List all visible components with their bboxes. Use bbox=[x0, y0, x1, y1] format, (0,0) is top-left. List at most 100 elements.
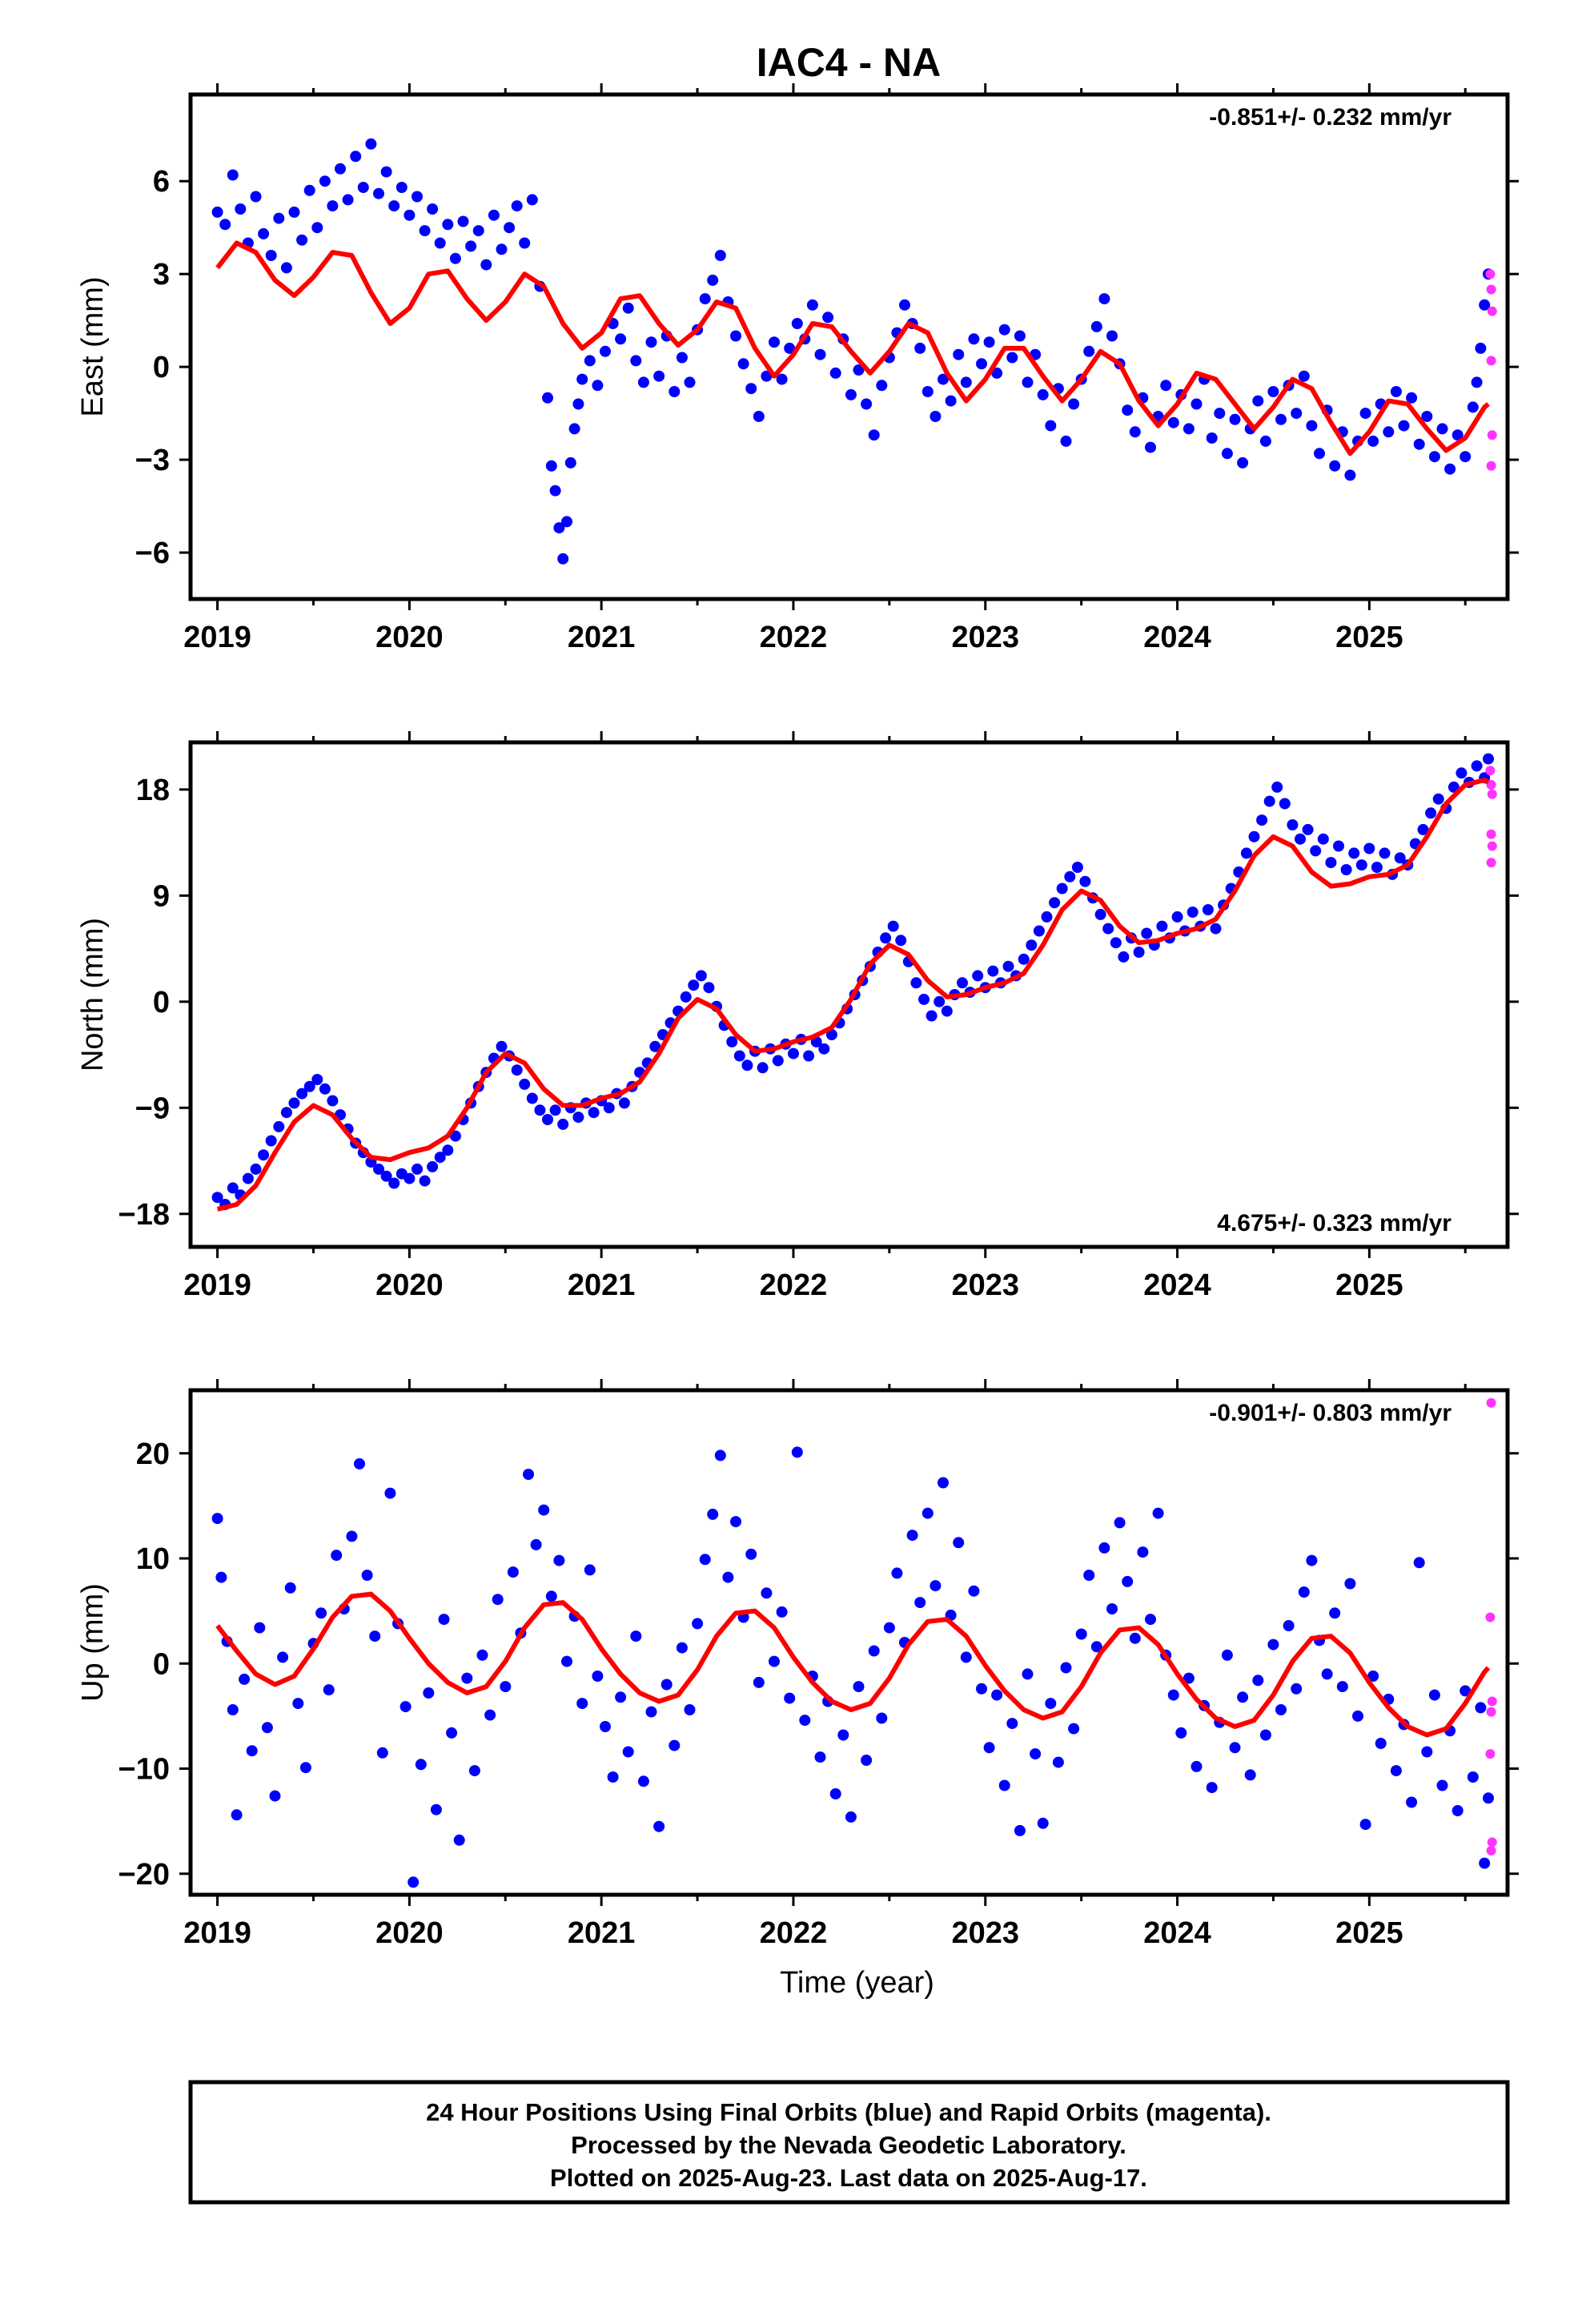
north-final-point bbox=[1417, 823, 1429, 835]
up-final-point bbox=[1052, 1756, 1064, 1768]
up-rapid-point bbox=[1485, 1612, 1496, 1622]
north-final-point bbox=[825, 1029, 837, 1040]
up-x-tick-label: 2021 bbox=[568, 1916, 636, 1950]
up-rapid-point bbox=[1485, 1749, 1496, 1759]
north-x-tick-label: 2020 bbox=[375, 1269, 444, 1302]
north-final-point bbox=[258, 1149, 270, 1161]
east-rate-label: -0.851+/- 0.232 mm/yr bbox=[1209, 104, 1452, 131]
north-final-point bbox=[1432, 793, 1444, 805]
north-final-point bbox=[288, 1097, 300, 1109]
north-final-point bbox=[1271, 781, 1283, 793]
east-final-point bbox=[960, 376, 972, 388]
up-final-point bbox=[983, 1742, 995, 1754]
east-x-tick-label: 2022 bbox=[760, 621, 828, 654]
north-final-point bbox=[211, 1192, 223, 1204]
up-final-point bbox=[722, 1571, 734, 1583]
east-final-point bbox=[1106, 330, 1118, 342]
north-final-point bbox=[1002, 960, 1014, 972]
up-final-point bbox=[215, 1571, 227, 1583]
up-rapid-point bbox=[1486, 1845, 1496, 1856]
up-final-point bbox=[692, 1618, 704, 1630]
up-final-point bbox=[1175, 1727, 1187, 1739]
up-final-point bbox=[1145, 1614, 1156, 1626]
north-final-point bbox=[1456, 767, 1468, 779]
north-model-fit-line bbox=[216, 778, 1490, 1212]
east-final-point bbox=[784, 342, 796, 354]
east-final-point bbox=[622, 302, 634, 314]
east-rapid-point bbox=[1485, 269, 1496, 279]
east-final-point bbox=[592, 380, 604, 392]
up-final-point bbox=[423, 1687, 435, 1699]
north-x-tick-label: 2025 bbox=[1335, 1269, 1403, 1302]
up-final-point bbox=[814, 1751, 826, 1763]
east-final-point bbox=[427, 203, 439, 215]
east-final-point bbox=[769, 336, 780, 348]
north-final-point bbox=[319, 1083, 331, 1095]
east-final-point bbox=[365, 138, 377, 150]
east-final-point bbox=[412, 191, 423, 203]
up-final-point bbox=[1006, 1718, 1018, 1730]
east-final-point bbox=[1406, 392, 1418, 404]
up-final-point bbox=[1367, 1671, 1379, 1682]
up-x-axis-label: Time (year) bbox=[780, 1966, 934, 2000]
up-final-point bbox=[1428, 1689, 1440, 1701]
north-final-point bbox=[511, 1064, 523, 1076]
east-rapid-point bbox=[1486, 356, 1496, 366]
north-final-point bbox=[1425, 807, 1437, 819]
up-final-point bbox=[607, 1771, 619, 1783]
east-final-point bbox=[1083, 345, 1095, 357]
north-y-tick-label: 18 bbox=[136, 774, 170, 807]
up-final-point bbox=[354, 1458, 365, 1470]
up-rapid-point bbox=[1486, 1707, 1496, 1717]
east-x-tick-label: 2024 bbox=[1143, 621, 1211, 654]
east-final-point bbox=[1452, 429, 1464, 441]
up-final-point bbox=[315, 1607, 327, 1619]
up-final-point bbox=[861, 1755, 873, 1766]
north-y-axis-label: North (mm) bbox=[76, 918, 110, 1072]
north-rapid-point bbox=[1486, 858, 1496, 868]
north-final-point bbox=[311, 1074, 323, 1085]
east-final-point bbox=[653, 370, 665, 382]
east-final-point bbox=[519, 237, 531, 249]
east-final-point bbox=[1122, 404, 1134, 416]
east-final-point bbox=[1467, 401, 1479, 413]
up-final-point bbox=[1352, 1710, 1363, 1722]
north-rapid-point bbox=[1486, 780, 1496, 790]
east-final-point bbox=[1098, 293, 1110, 305]
up-final-point bbox=[1045, 1698, 1057, 1710]
north-final-point bbox=[1056, 883, 1068, 895]
up-rapid-point bbox=[1487, 1837, 1497, 1848]
east-final-point bbox=[921, 386, 934, 397]
up-final-point bbox=[1483, 1792, 1494, 1804]
north-final-point bbox=[649, 1040, 661, 1052]
up-final-point bbox=[753, 1676, 765, 1688]
north-final-point bbox=[557, 1118, 569, 1130]
north-final-point bbox=[910, 977, 922, 989]
east-model-fit-line bbox=[215, 240, 1490, 456]
north-final-point bbox=[1186, 907, 1199, 918]
up-final-point bbox=[1390, 1765, 1402, 1777]
north-final-point bbox=[934, 995, 946, 1007]
up-final-point bbox=[1167, 1689, 1179, 1701]
up-final-point bbox=[653, 1820, 665, 1832]
east-final-point bbox=[938, 373, 949, 385]
up-final-point bbox=[1229, 1742, 1241, 1754]
up-final-point bbox=[829, 1788, 841, 1799]
up-final-point bbox=[231, 1809, 243, 1821]
north-final-point bbox=[419, 1175, 431, 1187]
east-final-point bbox=[303, 184, 315, 196]
north-final-point bbox=[1325, 857, 1337, 869]
up-final-point bbox=[776, 1606, 788, 1618]
east-final-point bbox=[1267, 386, 1279, 397]
north-final-point bbox=[788, 1047, 799, 1059]
east-final-point bbox=[615, 333, 627, 345]
east-x-tick-label: 2020 bbox=[375, 621, 444, 654]
north-y-tick-label: −9 bbox=[135, 1092, 170, 1125]
east-final-point bbox=[1275, 413, 1287, 425]
north-final-point bbox=[703, 982, 715, 994]
east-final-point bbox=[707, 274, 719, 286]
north-final-point bbox=[618, 1097, 630, 1109]
up-final-point bbox=[1221, 1649, 1233, 1661]
up-final-point bbox=[576, 1698, 588, 1710]
north-final-point bbox=[404, 1172, 416, 1184]
